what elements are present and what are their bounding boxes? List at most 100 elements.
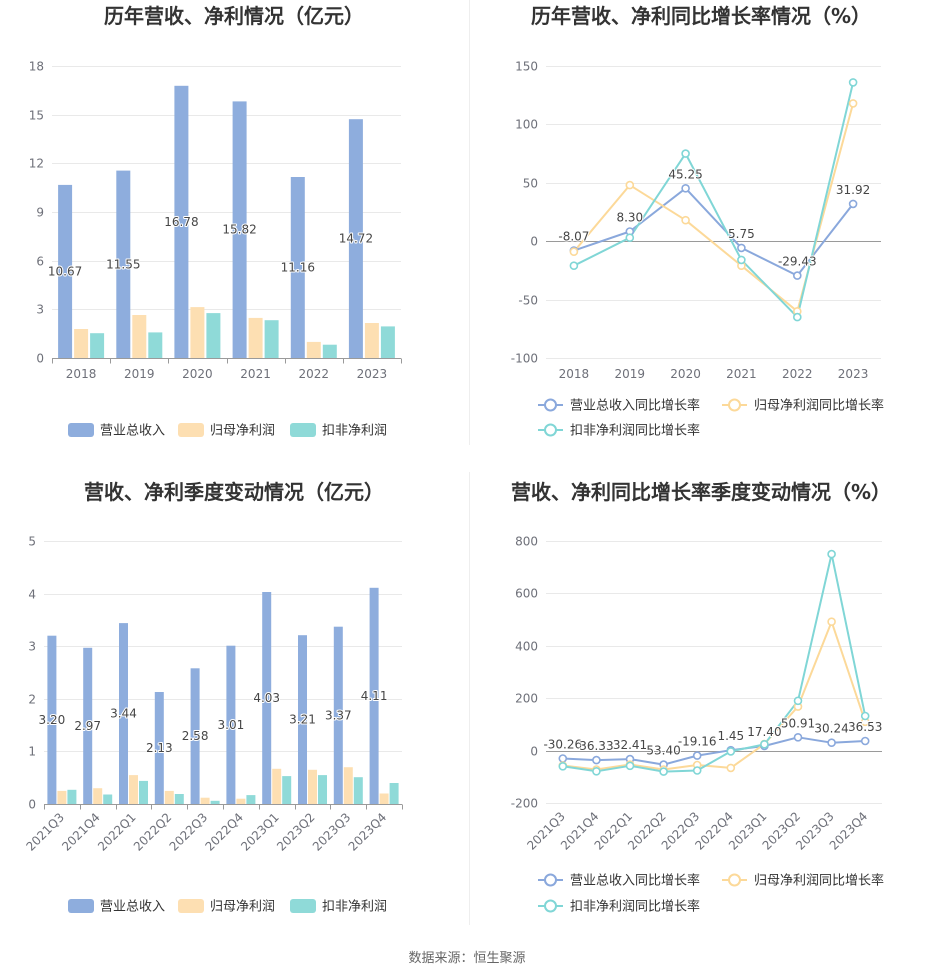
bar-net-profit-2019 bbox=[132, 315, 147, 358]
legend-swatch-net-profit bbox=[178, 423, 204, 437]
point-revenue-2022 bbox=[792, 271, 802, 280]
data-label-revenue-2022q3: -19.16 bbox=[678, 735, 717, 749]
bar-revenue-2021 bbox=[232, 101, 247, 359]
legend: 营业总收入 归母净利润 扣非净利润 bbox=[68, 899, 387, 915]
bar-revenue-2022q3 bbox=[190, 668, 200, 804]
line-deducted-net-profit bbox=[561, 553, 867, 773]
legend-item-deducted-net-profit: 扣非净利润 bbox=[290, 423, 387, 439]
point-deducted-net-profit-2019 bbox=[625, 233, 635, 242]
bar-net-profit-2022 bbox=[306, 341, 321, 358]
bar-deducted-net-profit-2023q2 bbox=[318, 775, 327, 804]
data-label-revenue-2021: 5.75 bbox=[728, 227, 755, 241]
data-label-revenue-2022q1: 3.44 bbox=[110, 707, 137, 721]
line-net-profit bbox=[561, 620, 867, 771]
legend-swatch-deducted-net-profit bbox=[290, 423, 316, 437]
data-label-revenue-2022: -29.43 bbox=[778, 255, 817, 269]
point-revenue-2021q4 bbox=[592, 755, 601, 765]
x-tick-label: 2023Q1 bbox=[238, 810, 282, 854]
y-tick-label: 6 bbox=[36, 255, 44, 269]
point-net-profit-2018 bbox=[569, 247, 579, 256]
bar-net-profit-2021 bbox=[248, 317, 263, 358]
x-tick-label: 2020 bbox=[670, 367, 701, 381]
data-labels: 10.67 11.55 16.78 15.82 11.16 14.72 bbox=[47, 214, 374, 280]
legend-swatch-revenue bbox=[68, 899, 94, 913]
legend-swatch-revenue bbox=[68, 423, 94, 437]
y-tick-label: 100 bbox=[515, 118, 538, 132]
bar-net-profit-2023 bbox=[364, 323, 379, 358]
x-tick-label: 2019 bbox=[124, 367, 155, 381]
bar-revenue-2020 bbox=[174, 85, 189, 359]
data-label-revenue-2023q3: 30.24 bbox=[814, 722, 848, 736]
y-tick-label: 400 bbox=[515, 640, 538, 654]
legend-marker-net-profit bbox=[728, 873, 741, 887]
bar-deducted-net-profit-2023q1 bbox=[282, 776, 292, 804]
line-revenue bbox=[561, 736, 867, 766]
legend-label-net-profit: 归母净利润同比增长率 bbox=[754, 873, 884, 889]
data-label-revenue-2018: 10.67 bbox=[48, 265, 82, 279]
data-label-revenue-2022q2: 53.40 bbox=[646, 744, 680, 758]
y-tick-label: -200 bbox=[511, 797, 538, 811]
y-tick-label: 50 bbox=[523, 177, 538, 191]
point-net-profit-2022q4 bbox=[726, 763, 736, 773]
data-label-revenue-2023q2: 50.91 bbox=[781, 716, 815, 730]
data-label-revenue-2022q2: 2.13 bbox=[146, 741, 173, 755]
data-label-revenue-2022q1: 32.41 bbox=[613, 738, 647, 752]
y-tick-label: 2 bbox=[28, 693, 36, 707]
y-tick-label: 150 bbox=[515, 60, 538, 74]
point-deducted-net-profit-2022q3 bbox=[692, 766, 702, 775]
legend-label-net-profit: 归母净利润 bbox=[210, 900, 275, 915]
x-tick-label: 2018 bbox=[66, 367, 97, 381]
legend-item-deducted-net-profit: 扣非净利润 bbox=[290, 899, 387, 915]
bar-deducted-net-profit-2022 bbox=[322, 344, 337, 358]
point-deducted-net-profit-2023q3 bbox=[827, 549, 836, 559]
legend-label-net-profit: 归母净利润 bbox=[210, 424, 275, 439]
point-net-profit-2023 bbox=[848, 99, 858, 108]
legend-marker-deducted-net-profit bbox=[544, 899, 557, 913]
x-tick-label: 2021 bbox=[240, 367, 271, 381]
point-revenue-2023q3 bbox=[827, 738, 836, 748]
bar-revenue-2023 bbox=[348, 119, 363, 358]
y-tick-label: 600 bbox=[515, 587, 538, 601]
legend-label-revenue: 营业总收入 bbox=[100, 900, 165, 915]
bar-deducted-net-profit-2023q3 bbox=[353, 777, 363, 804]
y-tick-label: 0 bbox=[530, 745, 538, 759]
y-tick-label: 200 bbox=[515, 692, 538, 706]
bar-net-profit-2022q1 bbox=[129, 775, 138, 804]
bar-revenue-2022q4 bbox=[226, 645, 236, 804]
point-revenue-2023 bbox=[848, 199, 858, 209]
x-tick-label: 2021 bbox=[726, 367, 757, 381]
bar-net-profit-2023q1 bbox=[272, 768, 282, 804]
x-tick-label: 2022Q3 bbox=[167, 810, 211, 854]
point-net-profit-2019 bbox=[625, 180, 635, 190]
bars bbox=[47, 587, 399, 804]
data-label-revenue-2021q3: 3.20 bbox=[39, 713, 66, 727]
point-revenue-2021q3 bbox=[558, 754, 568, 763]
bar-net-profit-2020 bbox=[190, 307, 205, 358]
x-tick-label: 2023 bbox=[357, 367, 388, 381]
point-deducted-net-profit-2021q3 bbox=[558, 761, 568, 771]
legend-item-deducted-net-profit: 扣非净利润同比增长率 bbox=[538, 899, 700, 915]
data-label-revenue-2022q4: 1.45 bbox=[717, 729, 744, 743]
data-label-revenue-2023: 31.92 bbox=[836, 183, 870, 197]
point-revenue-2023q4 bbox=[860, 736, 870, 746]
bar-revenue-2018 bbox=[58, 184, 73, 358]
x-tick-label: 2021Q4 bbox=[59, 810, 103, 854]
bar-deducted-net-profit-2022q2 bbox=[174, 794, 184, 804]
chart-title: 营收、净利季度变动情况（亿元） bbox=[84, 480, 384, 504]
data-label-revenue-2022q4: 3.01 bbox=[218, 718, 245, 732]
y-tick-label: 1 bbox=[28, 745, 36, 759]
bar-deducted-net-profit-2021 bbox=[264, 320, 279, 358]
grid: 0 3 6 9 12 15 18 bbox=[29, 60, 402, 366]
data-label-revenue-2018: -8.07 bbox=[558, 230, 589, 244]
data-labels: 3.20 2.97 3.44 2.13 2.58 3.01 4.03 3.21 3.37 4.11 bbox=[38, 688, 389, 756]
x-tick-label: 2022Q1 bbox=[95, 810, 139, 854]
bar-revenue-2021q4 bbox=[83, 647, 93, 804]
point-deducted-net-profit-2023q1 bbox=[760, 739, 769, 749]
legend-marker-revenue bbox=[544, 873, 557, 887]
legend-label-revenue: 营业总收入同比增长率 bbox=[570, 398, 700, 414]
grid: -200 0 200 400 600 800 bbox=[511, 535, 882, 811]
data-label-revenue-2023: 14.72 bbox=[339, 232, 373, 246]
bar-revenue-2022q1 bbox=[119, 623, 128, 804]
